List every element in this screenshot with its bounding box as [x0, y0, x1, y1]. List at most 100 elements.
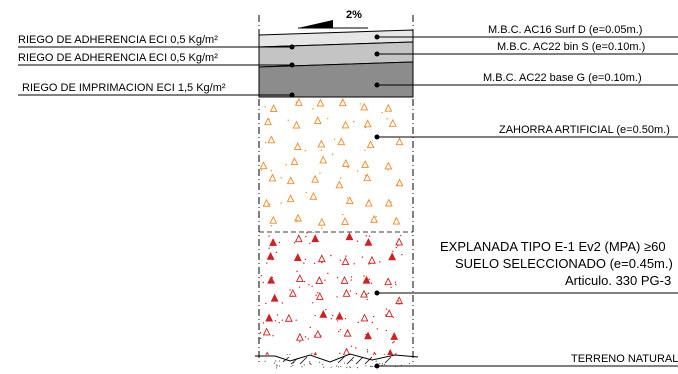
aggregate-mark: [365, 332, 371, 338]
label-explanada-line-3: Articulo. 330 PG-3: [565, 273, 671, 288]
terrain-dot: [352, 360, 353, 361]
label-surf: M.B.C. AC16 Surf D (e=0.05m.): [488, 24, 642, 36]
aggregate-mark: [344, 330, 350, 336]
terrain-dot: [344, 362, 345, 363]
terrain-dot: [310, 364, 311, 365]
terrain-dot: [323, 367, 324, 368]
aggregate-dot: [278, 322, 279, 323]
aggregate-dot: [317, 292, 318, 293]
aggregate-mark: [316, 277, 322, 283]
terrain-dot: [304, 364, 305, 365]
aggregate-dot: [342, 99, 343, 100]
aggregate-dot: [385, 314, 386, 315]
aggregate-dot: [303, 262, 304, 263]
aggregate-dot: [366, 293, 367, 294]
aggregate-dot: [357, 170, 358, 171]
terrain-dot: [276, 367, 277, 368]
label-bin: M.B.C. AC22 bin S (e=0.10m.): [497, 41, 645, 53]
aggregate-mark: [268, 136, 274, 142]
terrain-dot: [274, 363, 275, 364]
aggregate-dot: [366, 235, 367, 236]
terrain-dot: [349, 366, 350, 367]
aggregate-dot: [282, 302, 283, 303]
aggregate-dot: [390, 287, 391, 288]
aggregate-mark: [268, 277, 274, 283]
aggregate-dot: [275, 320, 276, 321]
terrain-dot: [322, 364, 323, 365]
aggregate-dot: [277, 314, 278, 315]
aggregate-dot: [393, 341, 394, 342]
aggregate-mark: [295, 254, 301, 260]
aggregate-dot: [371, 283, 372, 284]
aggregate-mark: [260, 162, 266, 168]
aggregate-dot: [400, 235, 401, 236]
aggregate-dot: [292, 295, 293, 296]
terrain-dot: [279, 365, 280, 366]
aggregate-dot: [296, 101, 297, 102]
aggregate-dot: [344, 230, 345, 231]
aggregate-dot: [354, 263, 355, 264]
aggregate-dot: [369, 279, 370, 280]
aggregate-dot: [368, 263, 369, 264]
aggregate-dot: [266, 262, 267, 263]
left-label-2: RIEGO DE ADHERENCIA ECI 0,5 Kg/m²: [18, 52, 218, 64]
label-terreno: TERRENO NATURAL: [571, 353, 678, 365]
aggregate-dot: [373, 316, 374, 317]
terrain-dot: [365, 365, 366, 366]
aggregate-dot: [340, 329, 341, 330]
aggregate-dot: [268, 235, 269, 236]
terrain-dot: [292, 362, 293, 363]
aggregate-dot: [365, 127, 366, 128]
base-layer: [259, 62, 413, 97]
aggregate-dot: [272, 335, 273, 336]
aggregate-dot: [399, 139, 400, 140]
terrain-dot: [379, 363, 380, 364]
label-explanada-line-2: SUELO SELECCIONADO (e=0.45m.): [455, 256, 673, 271]
aggregate-mark: [319, 255, 325, 261]
leader-zahorra: ZAHORRA ARTIFICIAL (e=0.50m.): [375, 124, 678, 140]
aggregate-dot: [366, 337, 367, 338]
aggregate-dot: [351, 276, 352, 277]
aggregate-dot: [305, 192, 306, 193]
aggregate-mark: [396, 239, 402, 245]
aggregate-mark: [336, 313, 342, 319]
aggregate-mark: [396, 138, 402, 144]
label-explanada-line-1: EXPLANADA TIPO E-1 Ev2 (MPA) ≥60: [440, 239, 666, 254]
aggregate-mark: [267, 253, 273, 259]
aggregate-dot: [369, 243, 370, 244]
terrain-dot: [319, 362, 320, 363]
aggregate-dot: [296, 219, 297, 220]
aggregate-dot: [263, 322, 264, 323]
aggregate-mark: [320, 157, 326, 163]
aggregate-mark: [293, 122, 299, 128]
aggregate-dot: [338, 331, 339, 332]
terrain-dot: [292, 365, 293, 366]
aggregate-mark: [361, 104, 367, 110]
aggregate-dot: [271, 170, 272, 171]
aggregate-mark: [342, 218, 348, 224]
slope-label: 2%: [346, 9, 362, 21]
aggregate-mark: [371, 352, 377, 358]
aggregate-mark: [396, 297, 402, 303]
aggregate-dot: [401, 254, 402, 255]
aggregate-dot: [268, 119, 269, 120]
terrain-dot: [384, 364, 385, 365]
aggregate-dot: [340, 260, 341, 261]
aggregate-dot: [297, 258, 298, 259]
aggregate-mark: [385, 278, 391, 284]
aggregate-dot: [309, 243, 310, 244]
aggregate-dot: [287, 354, 288, 355]
aggregate-dot: [260, 332, 261, 333]
aggregate-mark: [320, 311, 326, 317]
aggregate-mark: [295, 143, 301, 149]
aggregate-dot: [381, 112, 382, 113]
terrain-dot: [275, 360, 276, 361]
aggregate-dot: [367, 351, 368, 352]
aggregate-dot: [269, 204, 270, 205]
terrain-dot: [409, 363, 410, 364]
aggregate-dot: [386, 308, 387, 309]
aggregate-mark: [336, 181, 342, 187]
aggregate-mark: [312, 176, 318, 182]
aggregate-dot: [312, 302, 313, 303]
aggregate-mark: [386, 310, 392, 316]
